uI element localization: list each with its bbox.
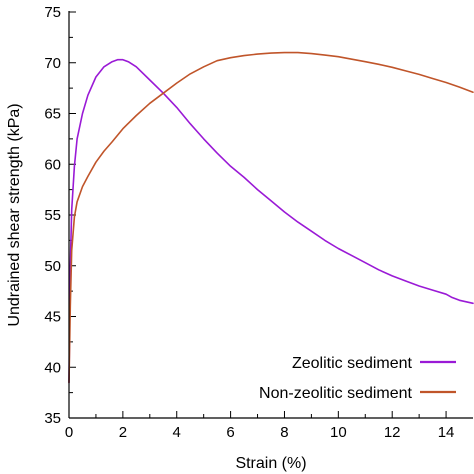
plot-series bbox=[68, 51, 474, 384]
y-tick-label-50: 50 bbox=[44, 258, 61, 275]
y-tick-label-75: 75 bbox=[44, 4, 61, 21]
y-axis-title: Undrained shear strength (kPa) bbox=[6, 103, 23, 326]
y-tick-label-45: 45 bbox=[44, 309, 61, 326]
x-tick-label-2: 2 bbox=[119, 424, 127, 441]
y-tick-label-40: 40 bbox=[44, 359, 61, 376]
series-line-zeolitic bbox=[68, 58, 474, 384]
y-axis-ticks: 35 40 45 50 55 60 65 70 75 bbox=[44, 4, 76, 427]
x-tick-label-10: 10 bbox=[330, 424, 347, 441]
x-tick-label-0: 0 bbox=[65, 424, 73, 441]
y-tick-label-70: 70 bbox=[44, 55, 61, 72]
y-tick-label-55: 55 bbox=[44, 207, 61, 224]
y-tick-label-35: 35 bbox=[44, 410, 61, 427]
series-line-non-zeolitic bbox=[68, 51, 474, 384]
y-tick-label-60: 60 bbox=[44, 156, 61, 173]
y-tick-label-65: 65 bbox=[44, 106, 61, 123]
x-tick-label-14: 14 bbox=[438, 424, 455, 441]
x-axis-ticks: 0 2 4 6 8 10 12 14 bbox=[65, 411, 455, 441]
legend-label-non-zeolitic: Non-zeolitic sediment bbox=[259, 385, 413, 402]
x-tick-label-12: 12 bbox=[384, 424, 401, 441]
x-tick-label-6: 6 bbox=[226, 424, 234, 441]
x-tick-label-4: 4 bbox=[173, 424, 181, 441]
legend: Zeolitic sediment Non-zeolitic sediment bbox=[259, 355, 456, 402]
x-axis-title: Strain (%) bbox=[235, 455, 306, 472]
legend-label-zeolitic: Zeolitic sediment bbox=[292, 355, 413, 372]
x-tick-label-8: 8 bbox=[280, 424, 288, 441]
